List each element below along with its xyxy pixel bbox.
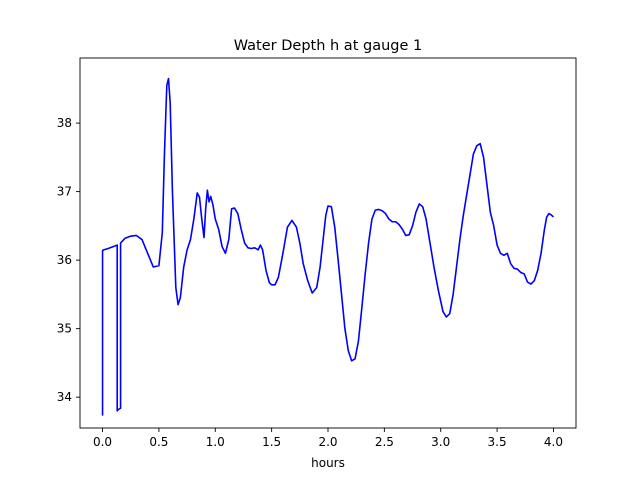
x-tick-label: 3.0 bbox=[431, 435, 450, 449]
x-tick-label: 1.5 bbox=[262, 435, 281, 449]
x-tick-label: 0.0 bbox=[93, 435, 112, 449]
y-tick-label: 36 bbox=[57, 253, 72, 267]
series-line-gauge-1 bbox=[101, 77, 554, 416]
x-tick-label: 2.0 bbox=[318, 435, 337, 449]
y-tick-label: 37 bbox=[57, 185, 72, 199]
x-axis-ticks: 0.0 0.5 1.0 1.5 2.0 2.5 3.0 3.5 4.0 bbox=[93, 428, 563, 449]
x-tick-label: 1.0 bbox=[206, 435, 225, 449]
x-tick-label: 3.5 bbox=[488, 435, 507, 449]
y-tick-label: 38 bbox=[57, 116, 72, 130]
chart-title: Water Depth h at gauge 1 bbox=[234, 38, 422, 54]
y-tick-label: 34 bbox=[57, 390, 72, 404]
x-tick-label: 2.5 bbox=[375, 435, 394, 449]
x-tick-label: 4.0 bbox=[544, 435, 563, 449]
y-axis-ticks: 34 35 36 37 38 bbox=[57, 116, 80, 404]
plot-area bbox=[101, 77, 554, 416]
x-axis-label: hours bbox=[311, 456, 345, 470]
x-tick-label: 0.5 bbox=[149, 435, 168, 449]
y-tick-label: 35 bbox=[57, 322, 72, 336]
